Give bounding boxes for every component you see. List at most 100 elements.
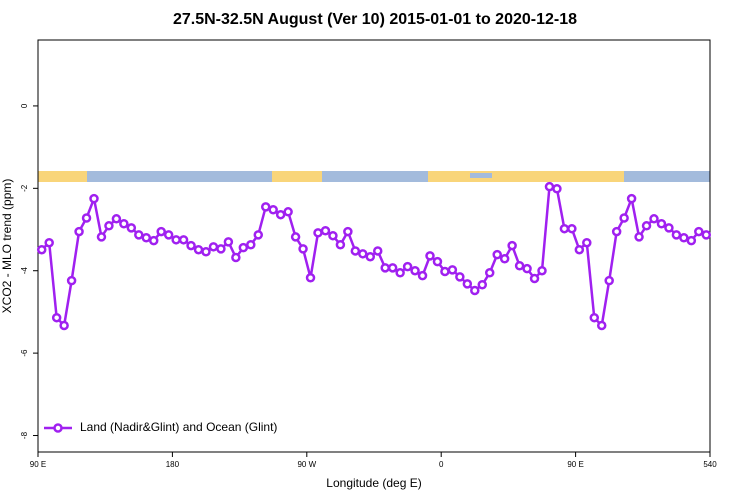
data-point [432,256,443,267]
x-tick-label: 180 [166,460,180,469]
data-point [537,265,547,276]
data-point [596,320,607,331]
data-point [216,244,226,254]
data-point [679,233,689,243]
x-axis-label: Longitude (deg E) [326,476,421,490]
data-point [51,312,62,323]
data-point [574,244,585,255]
data-point [641,221,652,231]
data-point [701,230,712,240]
ocean-band [470,173,492,178]
data-point [343,226,353,237]
y-tick-label: -8 [20,431,29,439]
data-point [529,273,540,284]
data-point [305,272,316,283]
data-point [208,242,219,252]
land-band [428,171,624,182]
data-point [171,235,181,245]
data-point [544,181,555,192]
data-point [477,279,488,290]
data-point [335,240,346,250]
data-point [268,204,278,215]
data-point [111,214,122,224]
data-point [559,223,570,234]
x-tick-label: 90 E [567,460,583,469]
x-tick-label: 0 [439,460,444,469]
data-point [664,223,674,233]
data-point [686,235,697,246]
chart-title: 27.5N-32.5N August (Ver 10) 2015-01-01 t… [173,11,577,28]
data-point [36,244,47,255]
data-point [656,219,667,229]
data-point [193,244,204,255]
data-point [238,242,249,253]
ocean-band [38,171,710,182]
data-point [201,247,211,257]
data-point [126,223,137,233]
data-point [589,312,600,323]
data-point [59,320,69,331]
data-point [507,240,517,251]
data-point [619,213,629,223]
data-point [350,246,361,256]
x-tick-label: 540 [703,460,717,469]
data-point [223,237,234,247]
data-point [395,268,405,278]
data-point [522,263,532,274]
land-band [272,171,322,182]
data-point [462,279,473,289]
data-point [275,209,286,220]
data-point [372,246,383,256]
data-point [492,249,502,260]
data-point [178,235,189,245]
data-point [425,251,435,261]
y-axis-label: XCO2 - MLO trend (ppm) [0,179,14,314]
data-point [320,226,331,236]
data-point [626,193,637,204]
data-point [671,230,682,240]
data-point [402,261,413,272]
data-point [298,244,308,254]
legend-label: Land (Nadir&Glint) and Ocean (Glint) [80,420,277,434]
data-point [582,237,592,248]
y-tick-label: -6 [20,349,29,357]
data-point [313,228,323,238]
data-point [567,223,577,234]
data-point [96,232,107,242]
data-point [246,240,256,250]
data-point [74,226,84,237]
data-point [104,221,114,231]
data-point [134,230,144,240]
data-point [358,249,368,259]
data-point [604,275,614,286]
data-point [119,219,129,229]
data-point [186,240,196,251]
data-point [499,254,510,264]
data-point [514,261,525,271]
data-point [328,230,338,241]
data-point [440,266,450,277]
data-point [260,202,271,212]
data-point [410,265,420,276]
data-point [44,237,54,248]
data-point [283,207,293,217]
data-point [148,235,159,246]
data-point [141,233,152,243]
data-point [484,268,495,278]
data-point [380,263,390,273]
y-tick-label: 0 [20,103,29,108]
data-point [634,232,644,242]
x-tick-label: 90 W [297,460,316,469]
y-tick-label: -2 [20,184,29,192]
data-point [365,251,376,262]
data-point [387,263,398,273]
data-point [694,226,704,237]
data-point [231,252,241,263]
data-point [81,213,92,223]
data-point [455,272,465,282]
x-tick-label: 90 E [30,460,46,469]
data-point [253,230,264,240]
data-point [66,275,77,286]
data-point [89,193,99,204]
y-tick-label: -4 [20,267,29,275]
